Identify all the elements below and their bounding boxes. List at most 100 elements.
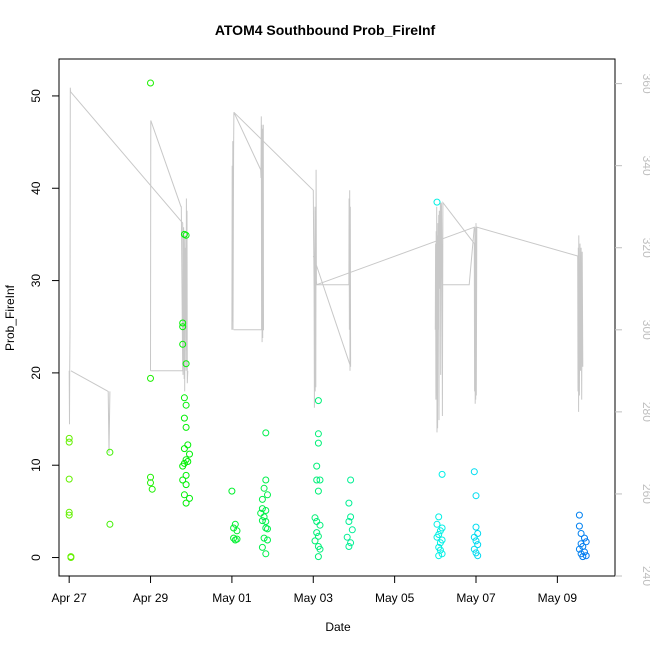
data-point <box>182 456 190 464</box>
data-point <box>182 471 190 479</box>
data-point <box>65 438 73 446</box>
line-series <box>434 201 584 433</box>
data-point <box>433 520 441 528</box>
data-point <box>106 520 114 528</box>
data-point <box>347 513 355 521</box>
data-point <box>231 520 239 528</box>
data-point <box>182 481 190 489</box>
data-point <box>313 462 321 470</box>
data-point <box>575 522 583 530</box>
data-point <box>179 462 187 470</box>
data-point <box>314 397 322 405</box>
data-point <box>435 552 443 560</box>
data-point <box>474 541 482 549</box>
y2-tick-label: 260 <box>640 484 650 504</box>
data-point <box>311 537 319 545</box>
x-tick-label: May 09 <box>538 591 578 605</box>
data-point <box>258 517 266 525</box>
x-tick-label: Apr 29 <box>133 591 169 605</box>
data-point <box>347 476 355 484</box>
y-tick-label: 40 <box>29 181 43 195</box>
data-point <box>65 475 73 483</box>
data-point <box>106 448 114 456</box>
data-point <box>184 458 192 465</box>
y2-tick-label: 340 <box>640 156 650 176</box>
data-point <box>148 485 156 493</box>
data-point <box>180 491 188 499</box>
x-tick-label: May 01 <box>212 591 252 605</box>
data-point <box>260 484 268 492</box>
data-point <box>345 518 353 525</box>
data-point <box>314 553 322 561</box>
data-point <box>314 532 322 540</box>
data-point <box>147 79 154 87</box>
data-point <box>436 539 444 547</box>
data-point <box>575 511 583 519</box>
data-point <box>231 536 239 544</box>
data-point <box>182 231 190 239</box>
data-point <box>230 534 238 542</box>
data-point <box>348 526 356 534</box>
y-axis-label: Prob_FireInf <box>3 284 17 351</box>
y2-tick-label: 280 <box>640 402 650 422</box>
x-axis-label: Date <box>325 620 351 634</box>
line-series <box>231 112 265 343</box>
chart-title: ATOM4 Southbound Prob_FireInf <box>215 22 436 38</box>
data-point <box>258 543 266 551</box>
data-point <box>179 340 187 348</box>
line-series <box>68 87 189 425</box>
data-point <box>314 487 322 495</box>
y-axis: 0 10 20 30 40 50 <box>29 89 59 561</box>
y2-tick-label: 320 <box>640 238 650 258</box>
data-point <box>147 479 154 487</box>
data-point <box>345 543 353 550</box>
y-tick-label: 10 <box>29 458 43 472</box>
data-point <box>316 545 324 553</box>
data-point <box>179 476 187 484</box>
data-point <box>472 492 480 500</box>
data-point <box>262 429 270 437</box>
line-series <box>316 226 475 286</box>
data-point <box>65 511 73 519</box>
data-point <box>262 476 270 484</box>
data-point <box>470 533 478 541</box>
data-point <box>182 360 190 368</box>
point-series-layer <box>65 79 590 561</box>
data-point <box>435 513 443 521</box>
data-point <box>316 476 324 484</box>
data-point <box>264 491 271 499</box>
data-point <box>470 468 478 476</box>
y2-tick-label: 240 <box>640 566 650 586</box>
x-tick-label: May 05 <box>375 591 415 605</box>
data-point <box>258 495 266 503</box>
data-point <box>228 487 236 495</box>
data-point <box>180 414 188 422</box>
x-axis: Apr 27 Apr 29 May 01 May 03 May 05 May 07 May … <box>51 575 578 605</box>
y2-tick-label: 360 <box>640 74 650 94</box>
data-point <box>433 198 441 206</box>
x-tick-label: May 07 <box>456 591 496 605</box>
data-point <box>582 552 590 560</box>
y-tick-label: 50 <box>29 89 43 103</box>
y-tick-label: 30 <box>29 274 43 288</box>
x-tick-label: May 03 <box>294 591 334 605</box>
data-point <box>313 529 321 537</box>
data-point <box>313 476 321 484</box>
data-point <box>474 552 482 560</box>
data-point <box>180 394 188 402</box>
data-point <box>182 423 190 431</box>
data-point <box>347 539 355 547</box>
data-point <box>438 550 446 558</box>
data-point <box>182 401 190 409</box>
data-point <box>314 430 322 438</box>
data-point <box>579 553 587 561</box>
data-point <box>65 434 73 442</box>
y-tick-label: 0 <box>29 554 43 561</box>
data-point <box>470 545 478 553</box>
data-point <box>147 374 154 382</box>
data-point <box>436 527 444 535</box>
data-point <box>311 514 319 522</box>
data-point <box>258 505 266 513</box>
